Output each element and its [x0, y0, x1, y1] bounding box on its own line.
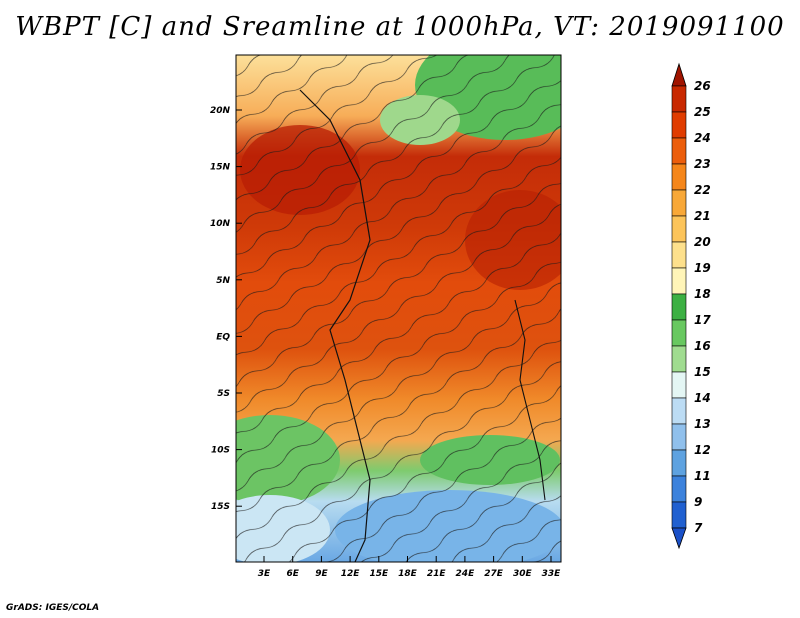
colorbar-band	[671, 215, 687, 243]
colorbar-band	[671, 241, 687, 269]
colorbar-band	[671, 475, 687, 503]
colorbar-label: 23	[694, 157, 711, 171]
longitude-axis: 3E 6E 9E 12E 15E 18E 21E 24E 27E 30E 33E	[258, 556, 561, 579]
colorbar-top-arrow	[671, 62, 687, 87]
colorbar-band	[671, 449, 687, 477]
longitude-label: 27E	[484, 569, 504, 579]
latitude-label: 15N	[210, 163, 231, 173]
colorbar-label: 19	[694, 261, 711, 275]
latitude-label: 10N	[210, 219, 231, 229]
colorbar-label: 22	[694, 183, 711, 197]
latitude-label: 15S	[211, 502, 230, 512]
colorbar-label: 14	[694, 391, 711, 405]
colorbar-band	[671, 371, 687, 399]
latitude-label: 20N	[210, 106, 231, 116]
colorbar-label: 17	[694, 313, 711, 327]
latitude-label: 5N	[216, 276, 230, 286]
colorbar-band	[671, 293, 687, 321]
map-title: WBPT [C] and Sreamline at 1000hPa, VT: 2…	[15, 12, 785, 42]
colorbar-label: 18	[694, 287, 711, 301]
colorbar-band	[671, 319, 687, 347]
map-plot	[236, 55, 561, 562]
colorbar-label: 25	[694, 105, 711, 119]
longitude-label: 18E	[398, 569, 418, 579]
colorbar-band	[671, 137, 687, 165]
colorbar-band	[671, 501, 687, 529]
grads-credit: GrADS: IGES/COLA	[6, 603, 100, 613]
colorbar-band	[671, 85, 687, 113]
colorbar-label: 13	[694, 417, 711, 431]
longitude-label: 24E	[456, 569, 476, 579]
map-frame	[235, 54, 562, 563]
colorbar: 26 25 24 23 22 21 20 19 18 17 16 15 14 13 12 11 9 7	[671, 62, 711, 550]
longitude-label: 30E	[513, 569, 533, 579]
lake-shoreline	[514, 299, 546, 501]
colorbar-label: 26	[694, 79, 711, 93]
colorbar-label: 12	[694, 443, 711, 457]
colorbar-band	[671, 267, 687, 295]
colorbar-label: 15	[694, 365, 711, 379]
colorbar-band	[671, 111, 687, 139]
longitude-label: 12E	[341, 569, 361, 579]
colorbar-band	[671, 189, 687, 217]
colorbar-label: 16	[694, 339, 711, 353]
colorbar-band	[671, 423, 687, 451]
longitude-label: 9E	[315, 569, 328, 579]
colorbar-label: 24	[694, 131, 711, 145]
latitude-axis: 20N 15N 10N 5N EQ 5S 10S 15S	[210, 106, 242, 512]
colorbar-bottom-arrow	[671, 527, 687, 550]
colorbar-label: 7	[694, 521, 703, 535]
colorbar-label: 9	[694, 495, 702, 509]
colorbar-label: 20	[694, 235, 711, 249]
latitude-label: 10S	[211, 446, 230, 456]
colorbar-band	[671, 397, 687, 425]
longitude-label: 21E	[427, 569, 447, 579]
longitude-label: 3E	[258, 569, 271, 579]
colorbar-band	[671, 345, 687, 373]
colorbar-label: 11	[694, 469, 711, 483]
longitude-label: 33E	[542, 569, 562, 579]
streamlines	[236, 55, 561, 562]
longitude-label: 6E	[286, 569, 299, 579]
colorbar-band	[671, 163, 687, 191]
latitude-label: 5S	[217, 389, 230, 399]
longitude-label: 15E	[369, 569, 389, 579]
coastline	[299, 89, 371, 562]
colorbar-label: 21	[694, 209, 711, 223]
latitude-label: EQ	[216, 332, 230, 342]
